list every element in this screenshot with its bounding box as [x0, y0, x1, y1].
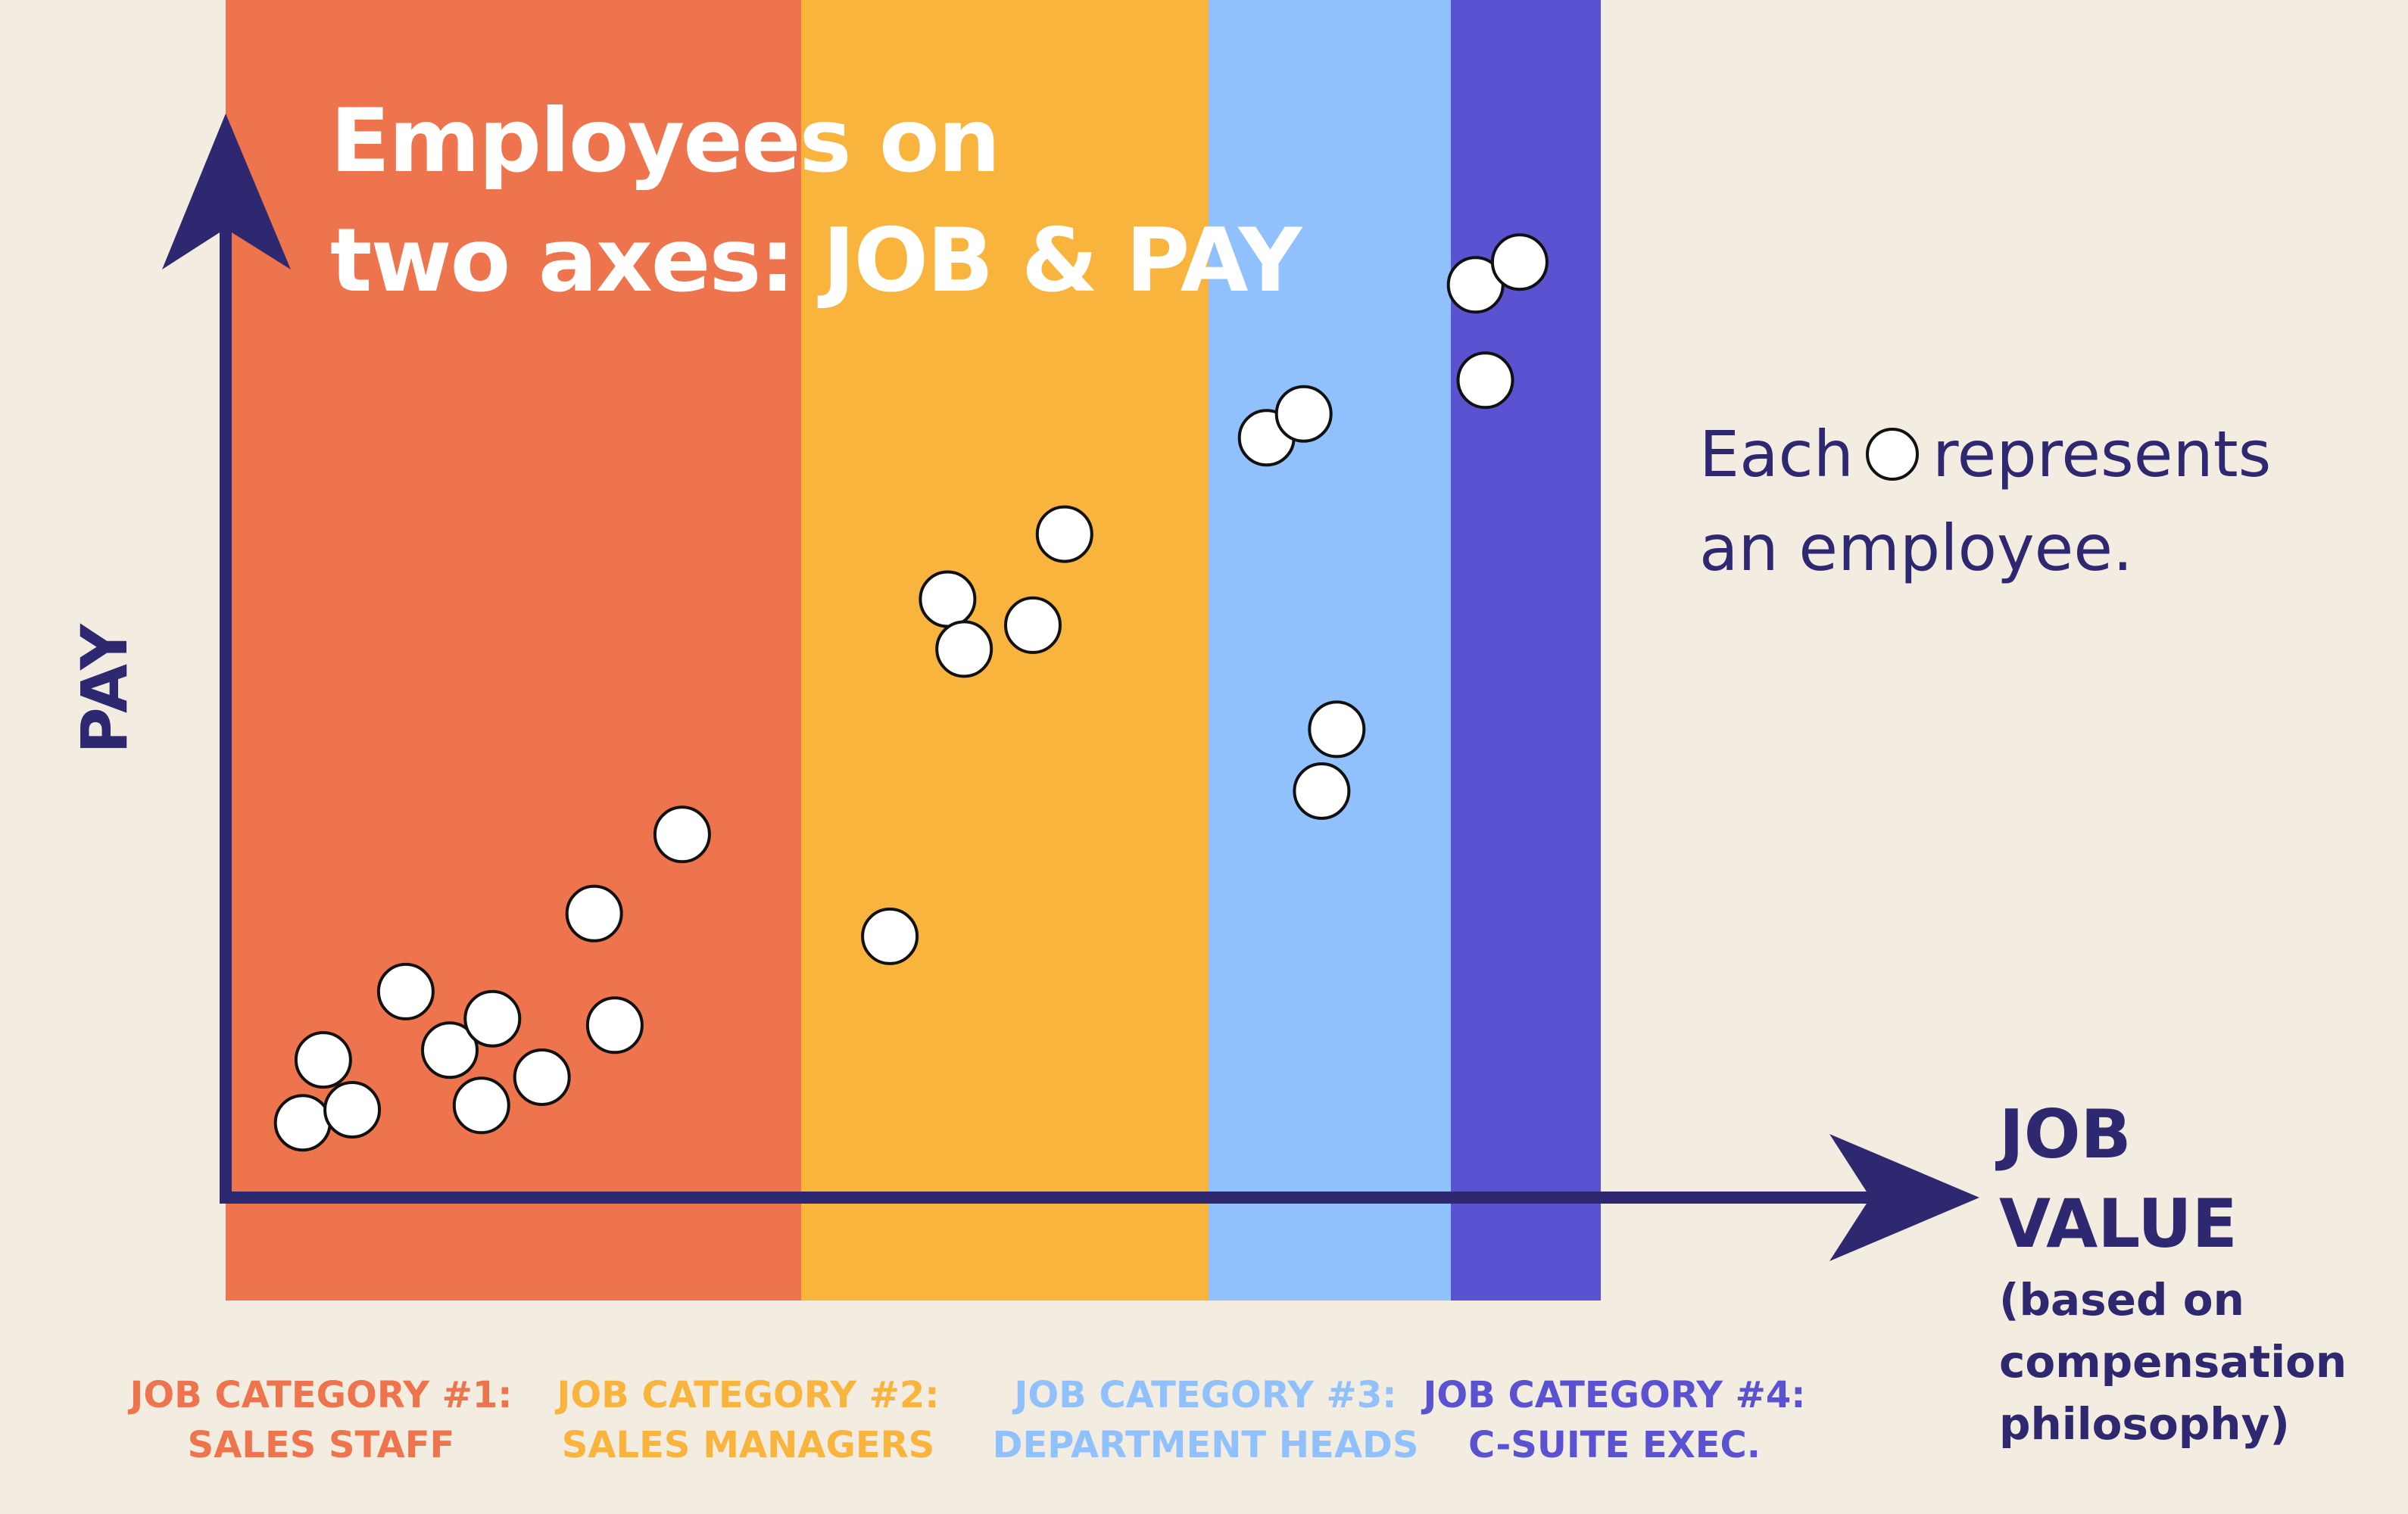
- y-axis-label: PAY: [67, 624, 142, 754]
- category-3-band: [1209, 0, 1451, 1301]
- employee-point-14: [935, 620, 993, 678]
- category-1-label: JOB CATEGORY #1: SALES STAFF: [130, 1370, 513, 1470]
- title-line-1: Employees on: [330, 90, 1000, 192]
- employee-point-23: [1490, 233, 1549, 291]
- legend-line-2: an employee.: [1699, 511, 2133, 585]
- employee-point-15: [1004, 596, 1062, 654]
- employee-point-3: [294, 1031, 352, 1089]
- x-axis-sub-line-3: philosophy): [1999, 1398, 2290, 1450]
- employee-point-2: [323, 1081, 382, 1139]
- title-line-2: two axes: JOB & PAY: [330, 210, 1302, 312]
- category-4-title: JOB CATEGORY #4:: [1423, 1374, 1806, 1416]
- legend-text-before: Each: [1699, 417, 1854, 491]
- category-4-label: JOB CATEGORY #4: C-SUITE EXEC.: [1424, 1370, 1806, 1470]
- employee-circle-icon: [1865, 428, 1919, 481]
- employee-points: [273, 233, 1549, 1152]
- employee-point-22: [1456, 351, 1514, 410]
- axes: [162, 114, 1979, 1261]
- employee-point-19: [1293, 762, 1351, 820]
- category-2-band: [801, 0, 1209, 1301]
- employee-point-7: [463, 989, 522, 1048]
- category-1-title: JOB CATEGORY #1:: [129, 1374, 513, 1416]
- employee-point-10: [585, 996, 644, 1055]
- employee-point-13: [919, 570, 977, 628]
- legend-line-1: Each represents: [1699, 407, 2271, 501]
- category-4-name: C-SUITE EXEC.: [1468, 1424, 1761, 1466]
- employee-point-11: [653, 805, 711, 864]
- employee-point-6: [452, 1076, 510, 1135]
- category-3-label: JOB CATEGORY #3: DEPARTMENT HEADS: [993, 1370, 1419, 1470]
- x-axis-sub-line-2: compensation: [1999, 1336, 2347, 1388]
- employee-point-8: [513, 1048, 571, 1106]
- y-axis-arrowhead-icon: [162, 114, 291, 269]
- x-axis-label-line-2: VALUE: [1999, 1185, 2238, 1263]
- employee-point-9: [565, 884, 623, 942]
- category-3-name: DEPARTMENT HEADS: [992, 1424, 1419, 1466]
- employee-point-4: [376, 962, 435, 1020]
- employee-point-20: [1308, 700, 1366, 759]
- employee-point-12: [861, 907, 919, 965]
- employee-point-1: [273, 1094, 332, 1152]
- category-2-label: JOB CATEGORY #2: SALES MANAGERS: [557, 1370, 940, 1470]
- x-axis-label-line-1: JOB: [1999, 1095, 2132, 1173]
- category-2-name: SALES MANAGERS: [561, 1424, 935, 1466]
- x-axis-sub-line-1: (based on: [1999, 1274, 2244, 1326]
- category-3-title: JOB CATEGORY #3:: [1014, 1374, 1397, 1416]
- employee-point-5: [421, 1021, 479, 1079]
- diagram-title: Employees on two axes: JOB & PAY: [330, 82, 1315, 321]
- x-axis-arrowhead-icon: [1829, 1134, 1979, 1261]
- employee-point-16: [1035, 505, 1093, 563]
- legend-text-after: represents: [1932, 417, 2272, 491]
- legend-note: Each represents an employee.: [1699, 407, 2271, 595]
- category-4-band: [1451, 0, 1601, 1301]
- category-2-title: JOB CATEGORY #2:: [557, 1374, 940, 1416]
- x-axis-label: JOB VALUE (based on compensation philoso…: [1999, 1090, 2347, 1455]
- category-1-name: SALES STAFF: [187, 1424, 455, 1466]
- employee-point-18: [1274, 385, 1333, 443]
